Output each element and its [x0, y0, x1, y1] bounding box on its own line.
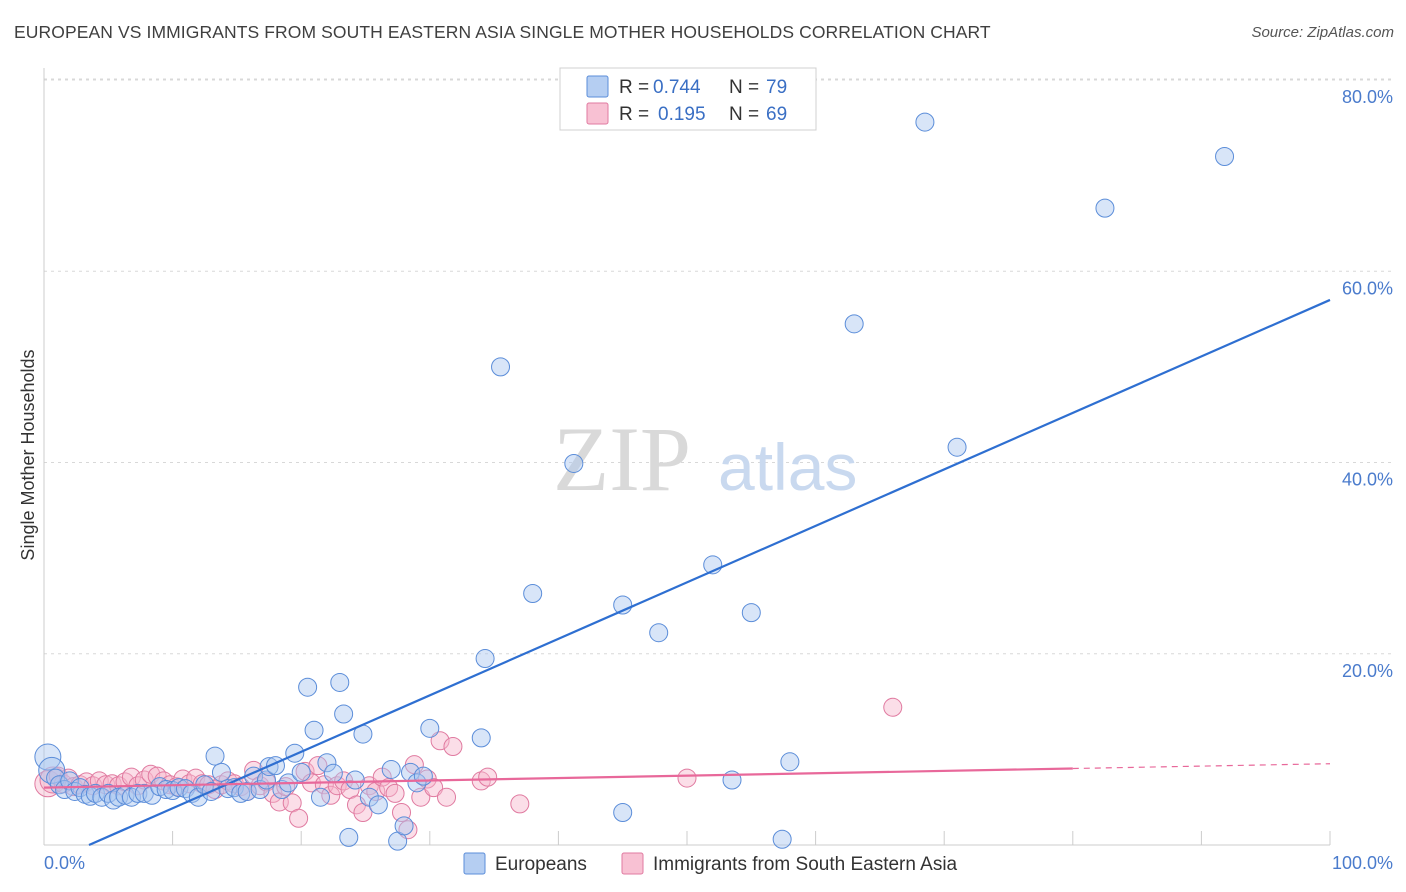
europeans-point-23	[169, 778, 189, 798]
europeans-point-65	[491, 357, 511, 377]
europeans-point-30	[211, 762, 231, 782]
bottom-legend-swatch-immigrants	[621, 852, 644, 875]
watermark-zip: ZIP	[553, 408, 691, 510]
europeans-point-55	[368, 795, 388, 815]
europeans-point-50	[334, 704, 354, 724]
europeans-point-79	[1215, 147, 1235, 166]
series-europeans-points	[34, 112, 1235, 851]
series-immigrants-points	[34, 697, 903, 840]
europeans-point-77	[947, 437, 967, 457]
europeans-point-69	[649, 623, 669, 643]
trend-line-immigrants	[43, 767, 1073, 789]
europeans-point-0	[34, 743, 62, 771]
tick-labels: 20.0% 40.0% 60.0% 80.0% 0.0% 100.0%	[44, 87, 1393, 873]
correlation-legend: R = 0.744 N = 79 R = 0.195 N = 69	[559, 67, 817, 131]
legend-r-value-europeans: 0.744	[653, 77, 701, 98]
europeans-point-75	[844, 314, 864, 334]
europeans-point-58	[394, 816, 414, 836]
europeans-point-52	[345, 770, 365, 790]
immigrants-point-68	[677, 768, 697, 788]
y-tick-label-0: 20.0%	[1342, 661, 1393, 681]
europeans-point-44	[298, 677, 318, 697]
europeans-point-63	[471, 728, 491, 748]
europeans-point-45	[304, 720, 324, 740]
y-axis-label: Single Mother Households	[18, 349, 38, 560]
legend-r-value-immigrants: 0.195	[658, 104, 706, 125]
europeans-point-80	[613, 802, 633, 822]
europeans-point-73	[772, 829, 792, 849]
legend-swatch-immigrants	[586, 102, 609, 125]
trend-lines	[43, 298, 1331, 847]
europeans-point-66	[523, 584, 543, 604]
europeans-point-42	[285, 743, 305, 763]
legend-n-value-europeans: 79	[766, 77, 787, 98]
europeans-point-61	[413, 766, 433, 786]
chart-title: EUROPEAN VS IMMIGRANTS FROM SOUTH EASTER…	[14, 22, 991, 42]
immigrants-point-64	[443, 737, 463, 757]
europeans-point-43	[291, 762, 311, 782]
europeans-point-56	[381, 759, 401, 779]
legend-n-value-immigrants: 69	[766, 104, 787, 125]
immigrants-point-69	[883, 697, 903, 717]
europeans-point-64	[475, 649, 495, 669]
trend-line-immigrants-extension	[1072, 763, 1331, 770]
bottom-legend-swatch-europeans	[463, 852, 486, 875]
europeans-point-67	[564, 453, 584, 473]
y-tick-label-1: 40.0%	[1342, 470, 1393, 490]
immigrants-point-67	[510, 794, 530, 814]
watermark: ZIP atlas	[553, 408, 857, 510]
legend-n-label-europeans: N =	[729, 77, 759, 98]
y-tick-label-2: 60.0%	[1342, 278, 1393, 298]
immigrants-point-40	[289, 808, 309, 828]
x-tick-label-min: 0.0%	[44, 853, 85, 873]
europeans-point-49	[330, 672, 350, 692]
immigrants-point-59	[411, 787, 431, 807]
immigrants-point-66	[478, 767, 498, 787]
europeans-point-76	[915, 112, 935, 132]
europeans-point-51	[339, 827, 359, 847]
europeans-point-48	[323, 763, 343, 783]
legend-swatch-europeans	[586, 75, 609, 98]
europeans-point-5	[60, 771, 80, 791]
europeans-point-29	[205, 746, 225, 766]
series-legend: Europeans Immigrants from South Eastern …	[463, 852, 958, 875]
europeans-point-36	[250, 780, 270, 800]
legend-n-label-immigrants: N =	[729, 104, 759, 125]
source-credit: Source: ZipAtlas.com	[1251, 24, 1394, 41]
x-tick-label-max: 100.0%	[1332, 853, 1393, 873]
europeans-point-12	[98, 783, 118, 803]
immigrants-point-55	[385, 783, 405, 803]
europeans-point-62	[420, 718, 440, 738]
legend-r-label-europeans: R =	[619, 77, 649, 98]
europeans-point-46	[310, 787, 330, 807]
immigrants-point-62	[430, 731, 450, 751]
watermark-atlas: atlas	[718, 430, 857, 504]
trend-line-europeans	[88, 298, 1331, 847]
europeans-point-78	[1095, 198, 1115, 218]
europeans-point-47	[317, 753, 337, 773]
europeans-point-17	[128, 783, 148, 803]
legend-r-label-immigrants: R =	[619, 104, 649, 125]
europeans-point-74	[780, 752, 800, 772]
europeans-point-72	[741, 603, 761, 623]
y-tick-label-3: 80.0%	[1342, 87, 1393, 107]
bottom-legend-label-immigrants: Immigrants from South Eastern Asia	[653, 854, 958, 875]
bottom-legend-label-europeans: Europeans	[495, 854, 587, 875]
axes	[43, 68, 1331, 846]
immigrants-point-63	[437, 787, 457, 807]
